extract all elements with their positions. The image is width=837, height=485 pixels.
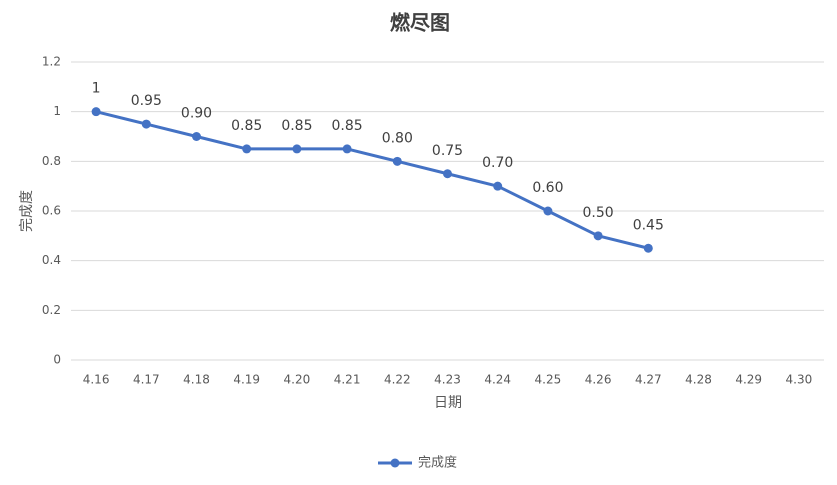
data-label: 0.70 — [482, 155, 513, 171]
x-tick-label: 4.20 — [284, 373, 311, 387]
data-label: 0.85 — [332, 118, 363, 134]
x-tick-label: 4.27 — [635, 373, 662, 387]
x-tick-label: 4.29 — [735, 373, 762, 387]
data-point — [543, 206, 553, 216]
data-point — [141, 119, 151, 129]
data-point — [392, 156, 402, 166]
data-label: 0.85 — [281, 118, 312, 134]
data-point — [643, 243, 653, 253]
x-axis-label: 日期 — [434, 395, 462, 411]
data-point — [443, 169, 452, 179]
y-axis-label: 完成度 — [19, 190, 35, 232]
data-point — [91, 107, 101, 117]
x-tick-label: 4.21 — [334, 373, 361, 387]
data-label: 0.50 — [583, 205, 614, 221]
x-tick-label: 4.16 — [83, 373, 110, 387]
x-tick-label: 4.23 — [434, 373, 461, 387]
data-label: 0.90 — [181, 106, 212, 122]
x-tick-label: 4.30 — [786, 373, 813, 387]
y-tick-label: 1.2 — [42, 55, 61, 69]
data-point — [593, 231, 603, 241]
y-tick-label: 1 — [53, 104, 61, 118]
x-tick-label: 4.18 — [183, 373, 210, 387]
y-tick-label: 0.4 — [42, 253, 61, 267]
series-line — [95, 110, 649, 250]
data-label: 0.80 — [382, 130, 413, 146]
data-point — [292, 144, 302, 154]
data-point — [242, 144, 252, 154]
legend-marker — [390, 458, 400, 468]
data-label: 0.45 — [633, 217, 664, 233]
legend-label: 完成度 — [418, 455, 457, 471]
x-tick-label: 4.24 — [484, 373, 511, 387]
chart-title: 燃尽图 — [390, 11, 450, 35]
y-tick-label: 0.8 — [42, 154, 61, 168]
x-tick-label: 4.22 — [384, 373, 411, 387]
x-tick-label: 4.17 — [133, 373, 160, 387]
y-tick-label: 0.2 — [42, 303, 61, 317]
y-tick-label: 0.6 — [42, 204, 61, 218]
data-label: 0.75 — [432, 143, 463, 159]
data-label: 1 — [92, 81, 101, 97]
data-point — [493, 181, 503, 191]
x-tick-label: 4.19 — [233, 373, 260, 387]
data-label: 0.60 — [532, 180, 563, 196]
x-tick-label: 4.28 — [685, 373, 712, 387]
y-tick-label: 0 — [53, 353, 61, 367]
x-tick-label: 4.26 — [585, 373, 612, 387]
data-point — [342, 144, 352, 154]
data-label: 0.95 — [131, 93, 162, 109]
x-tick-label: 4.25 — [535, 373, 562, 387]
data-point — [192, 132, 201, 141]
data-label: 0.85 — [231, 118, 262, 134]
